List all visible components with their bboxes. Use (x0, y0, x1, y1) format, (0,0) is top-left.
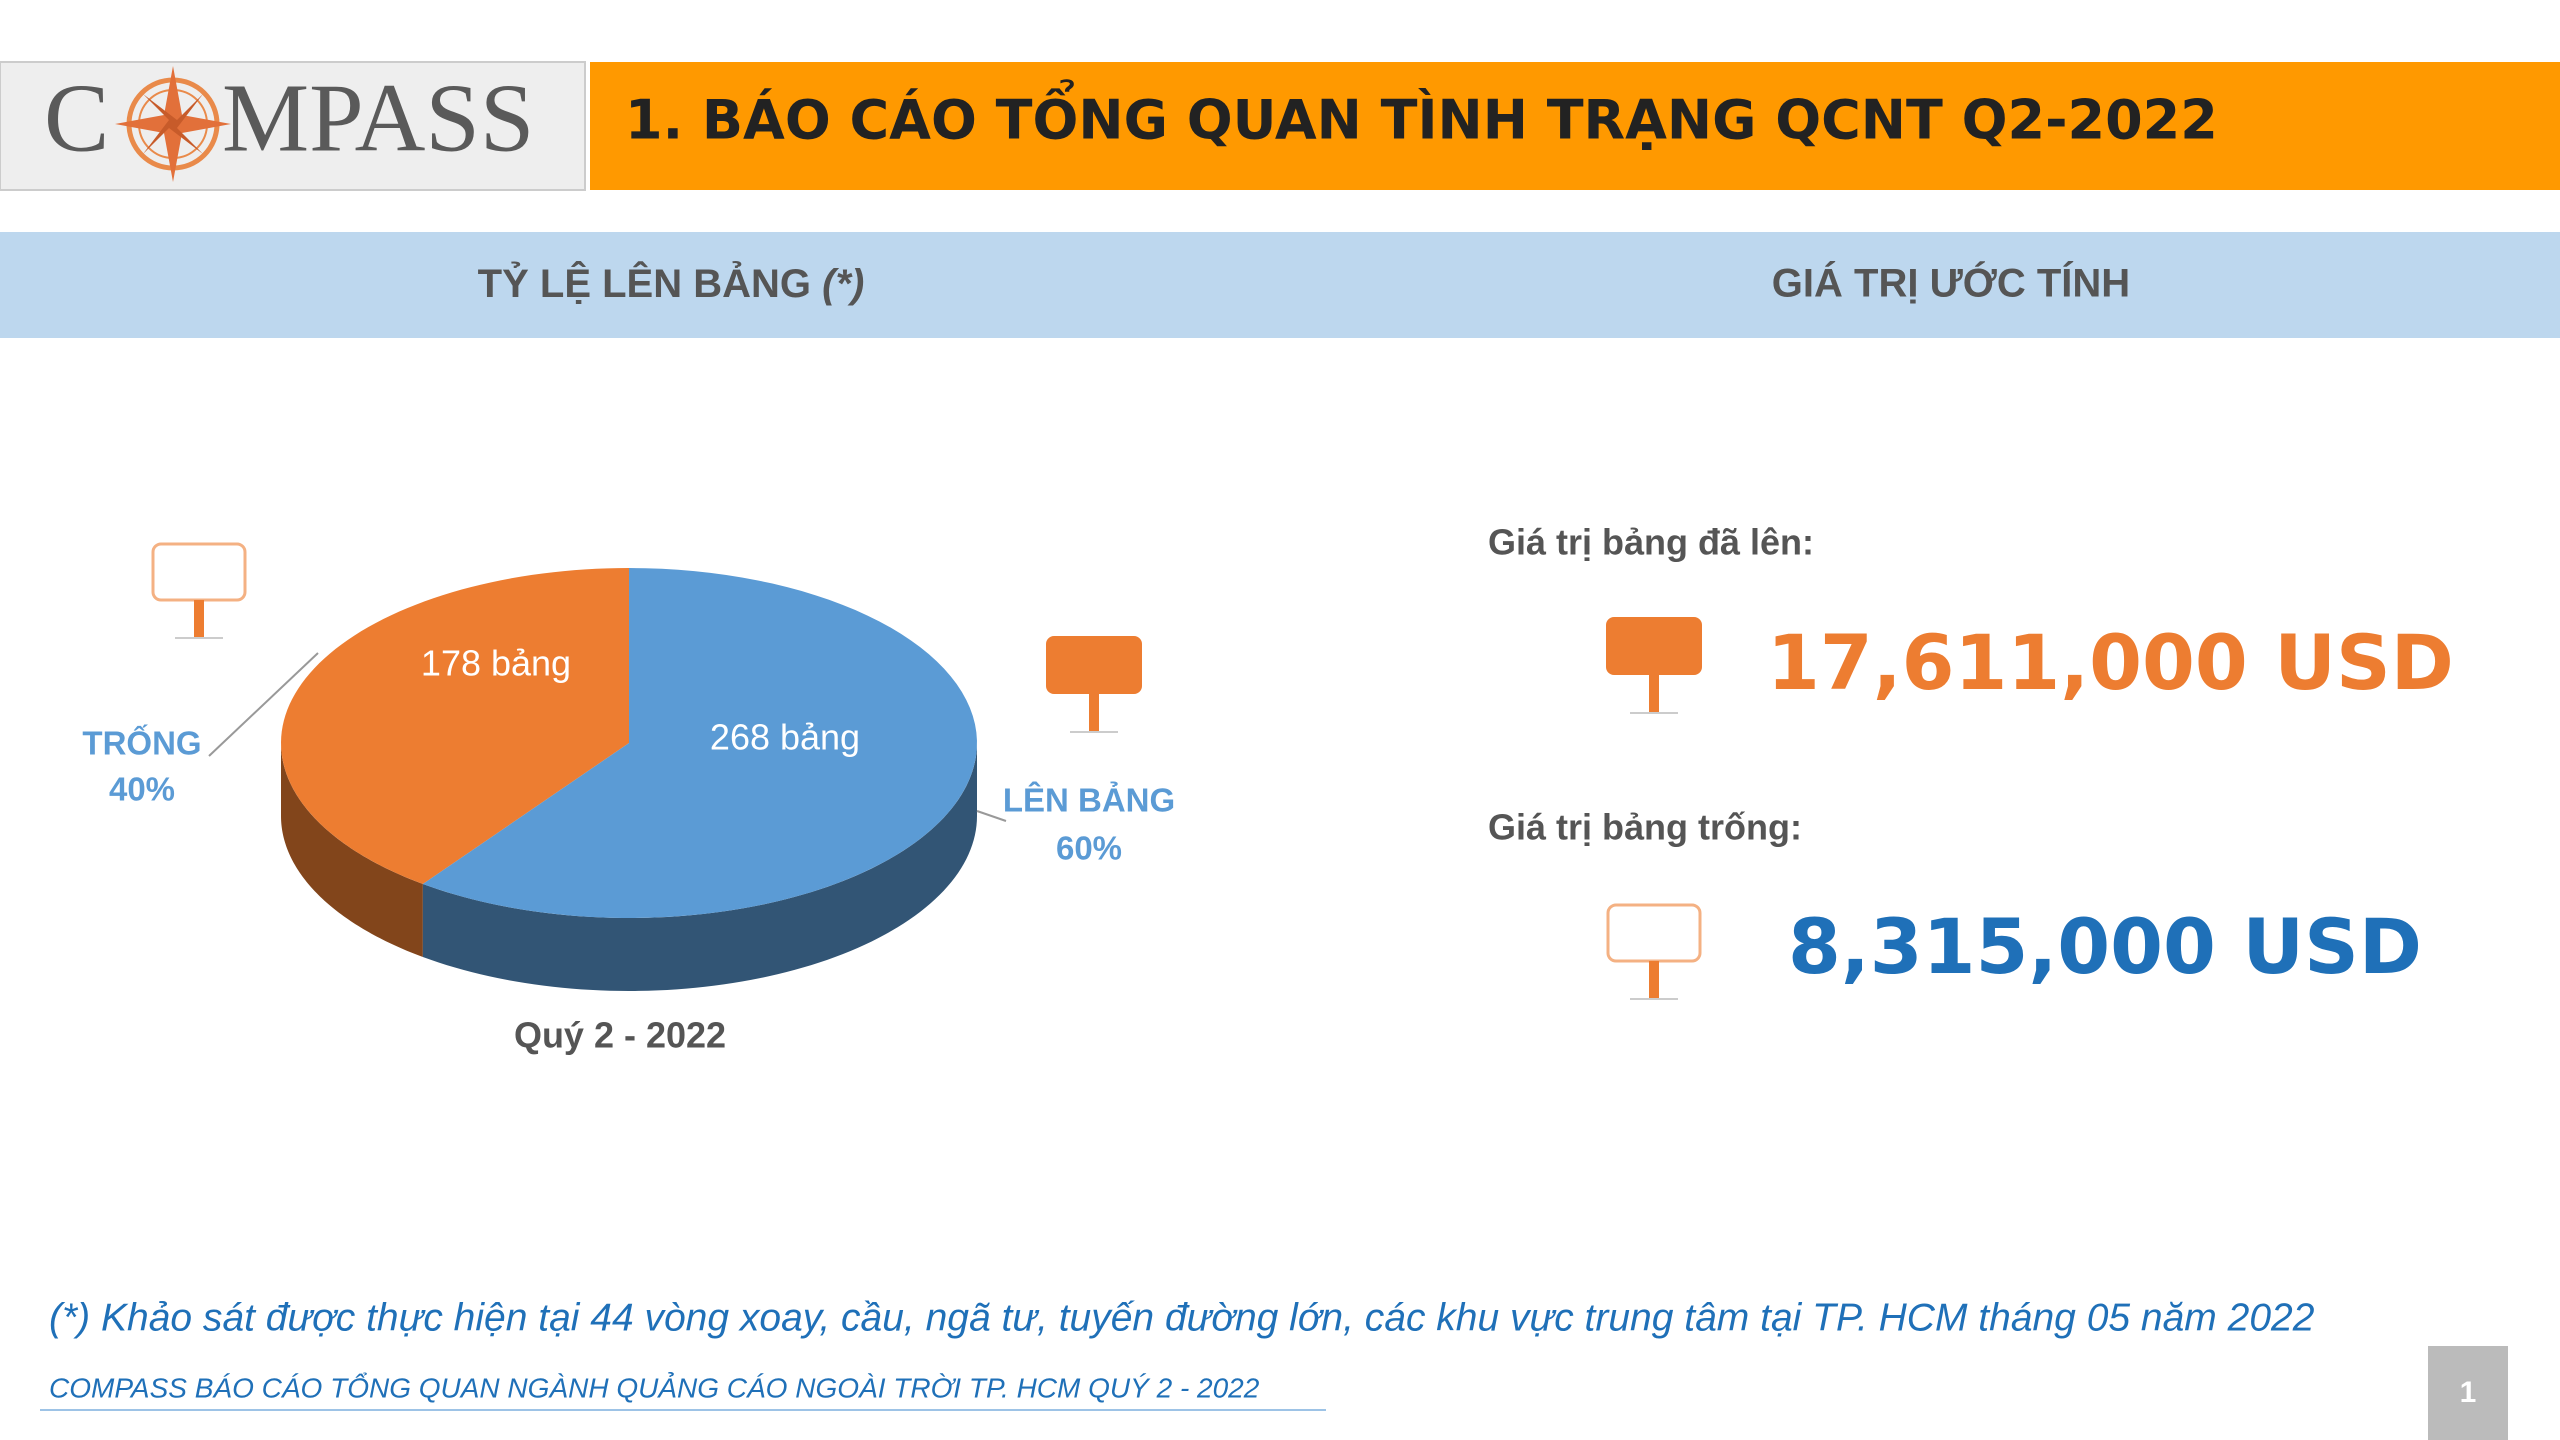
leader-line (976, 810, 1007, 822)
percent-label: 60% (1056, 830, 1122, 867)
page-box (2428, 1346, 2508, 1440)
billboard-icon (151, 542, 247, 640)
pie-slice-side (422, 743, 977, 991)
logo-text: C (44, 64, 109, 172)
page-title: 1. BÁO CÁO TỔNG QUAN TÌNH TRẠNG QCNT Q2-… (625, 81, 2218, 152)
billboard-icon (1045, 635, 1143, 733)
pie-slice-side (281, 743, 423, 957)
pie-chart: 178 bảng TRỐNG 40% 268 bảng LÊN BẢNG 60% Quý 2… (82, 568, 1175, 1056)
section-mark: (*) (822, 262, 864, 306)
estimate-label: Giá trị bảng đã lên: (1488, 522, 1814, 563)
section-text: TỶ LỆ LÊN BẢNG (478, 260, 811, 306)
title-bar (590, 62, 2560, 190)
billboard-icon (1605, 616, 1703, 714)
section-band (0, 232, 2560, 338)
source: COMPASS BÁO CÁO TỔNG QUAN NGÀNH QUẢNG CÁ… (49, 1371, 1260, 1403)
category-label: LÊN BẢNG (1003, 782, 1175, 819)
category-label: TRỐNG (82, 724, 201, 762)
percent-label: 40% (109, 771, 175, 808)
page-number: 1 (2460, 1376, 2477, 1409)
section-title: GIÁ TRỊ ƯỚC TÍNH (1772, 260, 2130, 306)
footnote: (*) Khảo sát được thực hiện tại 44 vòng … (49, 1296, 2315, 1339)
logo-text: MPASS (222, 64, 534, 172)
pie-slice (281, 568, 629, 884)
estimate-value: 8,315,000 USD (1788, 902, 2422, 991)
chart-title: Quý 2 - 2022 (514, 1015, 726, 1056)
leader-line (208, 652, 319, 757)
logo-box (0, 61, 586, 191)
estimate-value: 17,611,000 USD (1767, 618, 2454, 707)
data-label: 178 bảng (421, 643, 571, 684)
billboard-icon (1606, 903, 1702, 1001)
data-label: 268 bảng (710, 717, 860, 758)
logo-compass (115, 66, 231, 182)
estimate-label: Giá trị bảng trống: (1488, 807, 1802, 848)
pie-slice (422, 568, 977, 918)
section-title: TỶ LỆ LÊN BẢNG (*) (478, 260, 865, 306)
